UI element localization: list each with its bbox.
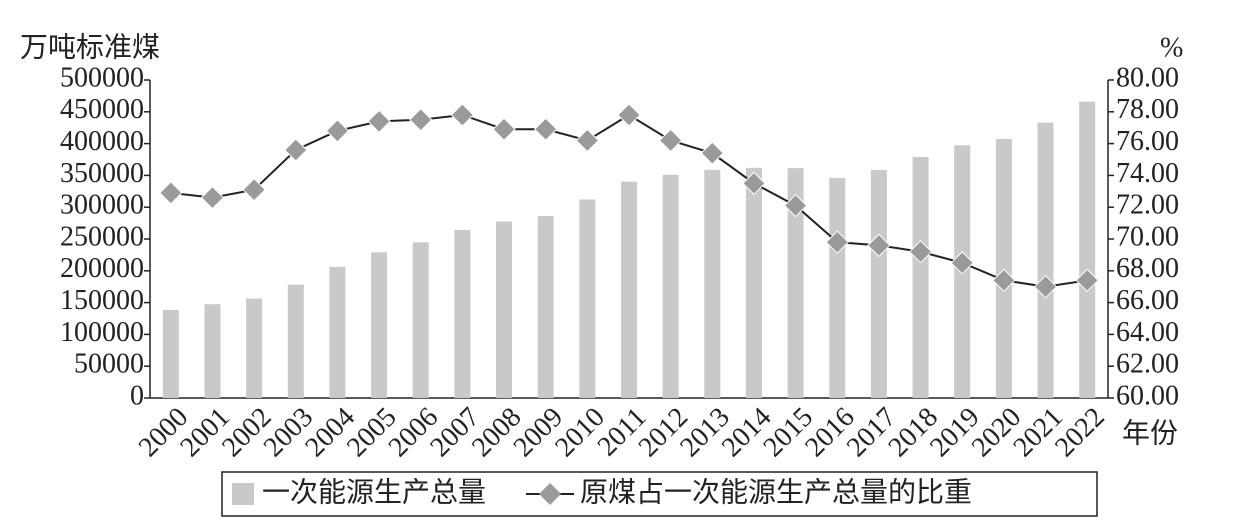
legend-box [221, 471, 1098, 517]
bar [496, 221, 513, 398]
marker [409, 108, 433, 132]
bar [204, 304, 221, 398]
y-tick-label: 200000 [60, 253, 144, 284]
bar [1079, 101, 1096, 399]
y2-axis-title: % [1160, 32, 1183, 63]
bar [329, 266, 346, 398]
marker [450, 103, 475, 127]
marker [284, 138, 308, 162]
bar [829, 177, 846, 398]
legend-marker [539, 483, 562, 505]
y2-tick-label: 68.00 [1116, 253, 1179, 284]
y-tick-label: 100000 [60, 317, 144, 348]
y-tick-label: 150000 [60, 285, 144, 316]
marker [825, 230, 849, 254]
bar [662, 174, 679, 398]
y-tick-label: 450000 [60, 94, 144, 125]
bar [787, 168, 804, 398]
marker [742, 171, 766, 196]
y2-tick-label: 62.00 [1116, 349, 1179, 380]
bar [371, 252, 388, 398]
x-tick-label: 2022 [1049, 402, 1111, 464]
marker [575, 128, 600, 153]
marker [617, 103, 641, 127]
marker [950, 251, 974, 275]
marker [533, 117, 558, 141]
y-tick-label: 0 [130, 380, 144, 411]
marker [325, 119, 350, 143]
bar [870, 169, 887, 398]
bar [621, 181, 637, 398]
y-tick-label: 50000 [74, 349, 144, 380]
marker [700, 141, 725, 165]
bar [995, 138, 1012, 398]
y2-tick-label: 70.00 [1116, 221, 1179, 252]
y-axis-title: 万吨标准煤 [20, 31, 160, 63]
y2-tick-label: 76.00 [1116, 126, 1179, 157]
legend-label: 原煤占一次能源生产总量的比重 [580, 476, 972, 508]
legend-swatch [232, 483, 254, 505]
marker [908, 240, 933, 264]
y2-tick-label: 66.00 [1116, 285, 1179, 316]
bar [704, 169, 721, 398]
bar [537, 216, 554, 398]
bar [246, 298, 263, 398]
y-tick-label: 300000 [60, 190, 144, 221]
marker [783, 193, 808, 218]
y2-tick-label: 78.00 [1116, 94, 1179, 125]
bar [745, 167, 762, 398]
y2-tick-label: 72.00 [1116, 190, 1179, 221]
marker [159, 181, 183, 205]
marker [242, 178, 266, 202]
marker [492, 117, 516, 141]
marker [1033, 274, 1058, 299]
y2-tick-label: 74.00 [1116, 158, 1179, 189]
y-tick-label: 500000 [60, 62, 144, 93]
marker [200, 185, 225, 210]
y2-tick-label: 60.00 [1116, 380, 1179, 411]
bar [412, 242, 429, 398]
bar [454, 229, 471, 398]
marker [867, 233, 891, 258]
y-tick-label: 350000 [60, 158, 144, 189]
marker [658, 128, 683, 153]
marker [367, 109, 391, 134]
y-tick-label: 250000 [60, 221, 144, 252]
y-tick-label: 400000 [60, 126, 144, 157]
marker [1075, 268, 1099, 293]
y2-tick-label: 64.00 [1116, 317, 1179, 348]
y2-tick-label: 80.00 [1116, 62, 1179, 93]
x-axis-title: 年份 [1122, 417, 1178, 449]
bar [162, 309, 179, 398]
bar [579, 199, 596, 398]
bar [1037, 122, 1054, 398]
bar [912, 157, 929, 398]
marker [992, 268, 1016, 293]
bar [287, 284, 304, 398]
legend-label: 一次能源生产总量 [262, 476, 486, 508]
